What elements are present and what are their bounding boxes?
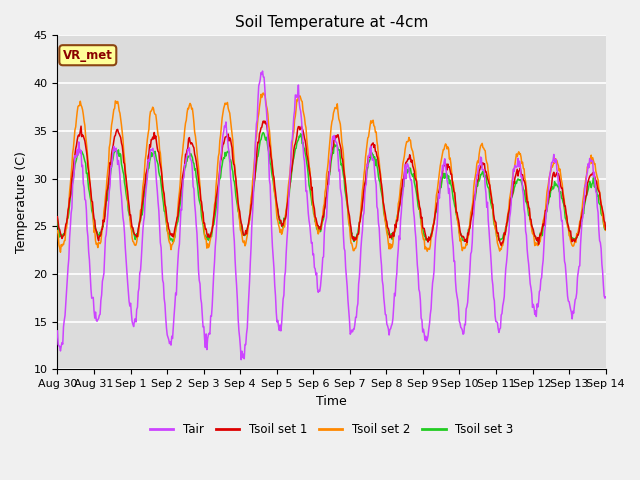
Tsoil set 2 (416, 207, 424, 213)
Legend: Tair, Tsoil set 1, Tsoil set 2, Tsoil set 3: Tair, Tsoil set 1, Tsoil set 2, Tsoil se… (145, 419, 518, 441)
Tsoil set 3 (399, 183, 406, 189)
Tair (602, 294, 609, 300)
Tsoil set 3 (63, 216, 71, 222)
Tsoil set 1 (120, 159, 127, 165)
Tsoil set 1 (602, 227, 609, 232)
Tsoil set 3 (120, 171, 127, 177)
Line: Tsoil set 2: Tsoil set 2 (58, 93, 605, 252)
Tsoil set 1 (205, 231, 212, 237)
Tsoil set 2 (205, 243, 213, 249)
Tsoil set 3 (175, 206, 183, 212)
Tsoil set 2 (602, 228, 609, 233)
Tsoil set 1 (259, 118, 267, 124)
Tsoil set 2 (56, 249, 64, 255)
Tair (237, 357, 245, 362)
Tsoil set 1 (497, 242, 505, 248)
Tair (120, 220, 127, 226)
Tair (63, 277, 71, 283)
Tair (400, 183, 408, 189)
Title: Soil Temperature at -4cm: Soil Temperature at -4cm (235, 15, 428, 30)
X-axis label: Time: Time (316, 395, 347, 408)
Line: Tair: Tair (58, 71, 605, 360)
Line: Tsoil set 3: Tsoil set 3 (58, 132, 605, 242)
Text: VR_met: VR_met (63, 48, 113, 62)
Tsoil set 1 (175, 199, 183, 205)
Tsoil set 2 (259, 90, 267, 96)
Tair (205, 332, 212, 337)
Tsoil set 1 (415, 199, 422, 204)
Tsoil set 2 (121, 156, 129, 161)
Tsoil set 1 (54, 214, 61, 220)
Y-axis label: Temperature (C): Temperature (C) (15, 151, 28, 253)
Tair (259, 68, 266, 74)
Tsoil set 3 (259, 130, 267, 135)
Tsoil set 2 (400, 157, 408, 163)
Tsoil set 2 (54, 228, 61, 233)
Tair (175, 241, 183, 247)
Tair (54, 328, 61, 334)
Tsoil set 3 (54, 216, 61, 222)
Tsoil set 2 (177, 180, 184, 186)
Tsoil set 3 (534, 239, 541, 245)
Tsoil set 3 (602, 227, 609, 233)
Tsoil set 1 (399, 177, 406, 182)
Tsoil set 2 (64, 209, 72, 215)
Line: Tsoil set 1: Tsoil set 1 (58, 121, 605, 245)
Tsoil set 3 (205, 237, 212, 243)
Tsoil set 1 (63, 215, 71, 220)
Tair (416, 289, 424, 295)
Tsoil set 3 (415, 206, 422, 212)
